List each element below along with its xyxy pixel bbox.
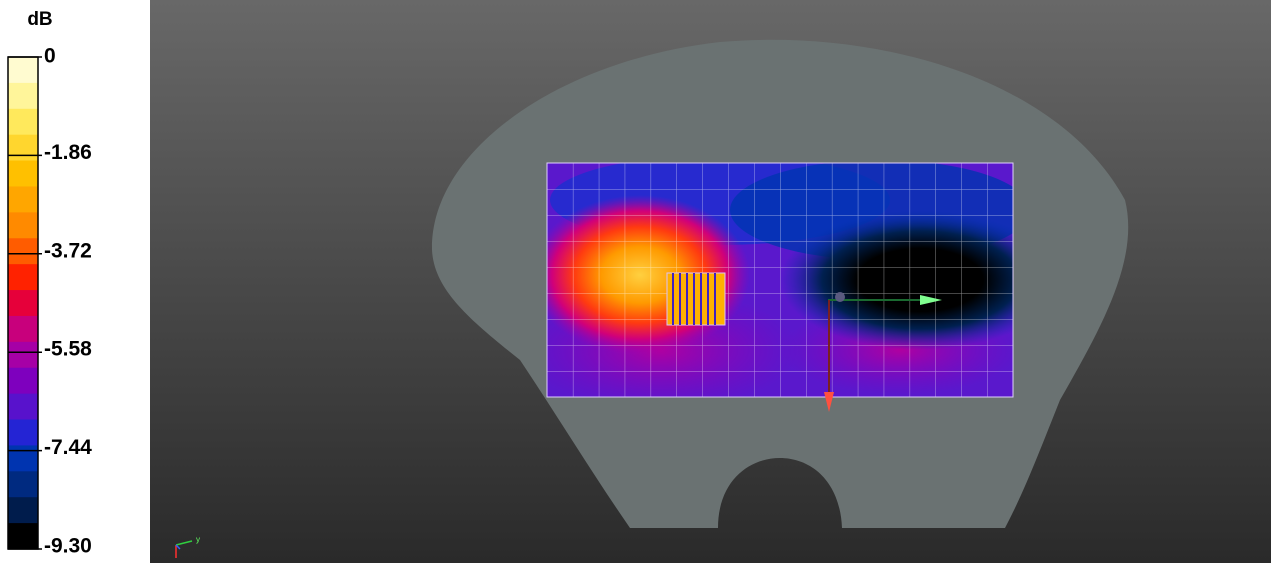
color-swatch (8, 108, 38, 136)
color-swatch (8, 290, 38, 317)
color-swatch (8, 367, 38, 395)
colorbar: 0 -1.86 -3.72 -5.58 -7.44 -9.30 (7, 45, 92, 558)
color-swatch (8, 419, 38, 446)
color-swatch (8, 134, 38, 162)
color-swatch (8, 393, 38, 421)
color-swatch (8, 212, 38, 239)
color-swatch (8, 186, 38, 213)
color-swatch (8, 160, 38, 187)
axis-arrow-head (920, 295, 942, 305)
color-swatch (8, 82, 38, 110)
probe (666, 272, 726, 326)
tick-label: -5.58 (44, 338, 92, 361)
color-swatch (8, 523, 38, 550)
heatmap (547, 163, 1013, 397)
color-swatch (8, 315, 38, 343)
orientation-triad: y (175, 535, 200, 558)
color-swatch (8, 238, 38, 265)
tick-label: -3.72 (44, 239, 92, 262)
color-swatch (8, 497, 38, 524)
tick-label: -9.30 (44, 535, 92, 558)
origin-marker (835, 292, 845, 302)
tick-label: 0 (44, 45, 56, 68)
tick-label: -1.86 (44, 141, 92, 164)
color-swatch (8, 445, 38, 472)
color-swatch (8, 264, 38, 291)
axis-label: y (196, 535, 200, 544)
tick-label: -7.44 (44, 436, 92, 459)
axis-arrow-head (824, 392, 834, 412)
colorbar-title: dB (27, 9, 52, 30)
color-swatch (8, 57, 38, 84)
color-swatch (8, 341, 38, 369)
heatmap-border (546, 162, 1014, 398)
color-swatch (8, 471, 38, 498)
